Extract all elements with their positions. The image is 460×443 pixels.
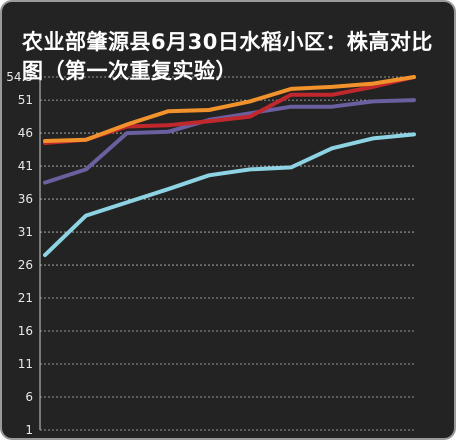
y-tick-label: 54.5 <box>6 70 33 84</box>
gridlines <box>39 76 414 431</box>
y-tick-label: 11 <box>18 357 33 371</box>
y-tick-label: 21 <box>18 291 33 305</box>
y-tick-label: 31 <box>18 225 33 239</box>
y-tick-label: 26 <box>18 258 33 272</box>
y-tick-label: 1 <box>25 423 33 437</box>
series-lines <box>43 75 416 258</box>
y-tick-label: 41 <box>18 159 33 173</box>
y-tick-label: 36 <box>18 192 33 206</box>
y-tick-label: 16 <box>18 324 33 338</box>
y-tick-label: 46 <box>18 126 33 140</box>
series-line-1 <box>43 132 416 258</box>
series-line-2 <box>43 98 416 185</box>
series-line-4 <box>43 75 416 143</box>
y-tick-label: 6 <box>25 390 33 404</box>
y-tick-label: 51 <box>18 93 33 107</box>
chart-title: 农业部肇源县6月30日水稻小区：株高对比图（第一次重复实验） <box>22 30 433 83</box>
